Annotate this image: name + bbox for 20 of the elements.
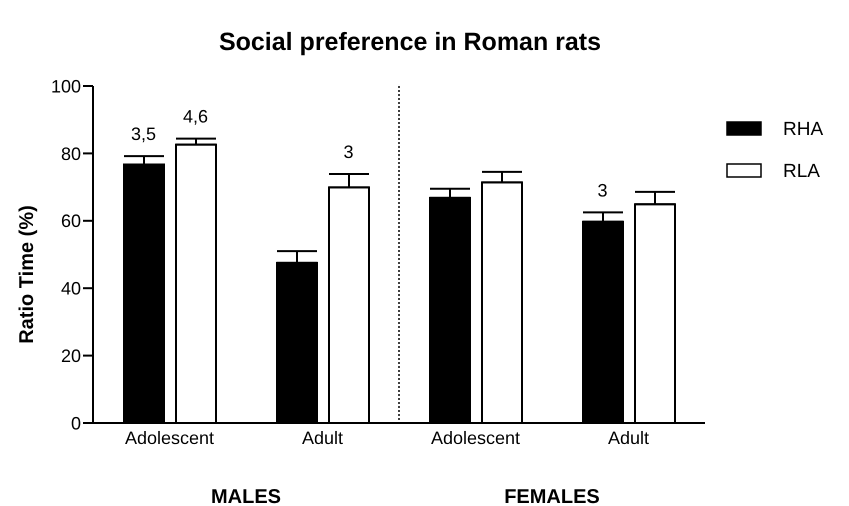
x-tick-label: Adolescent — [124, 428, 214, 448]
text: FEMALES — [504, 486, 600, 506]
y-axis-title: Ratio Time (%) — [16, 205, 38, 344]
legend-label: RLA — [783, 161, 820, 182]
annotation: 4,6 — [182, 106, 208, 127]
annotation: 3,5 — [130, 124, 156, 144]
chart-title: Social preference in Roman rats — [218, 28, 602, 56]
x-tick-label: Adult — [302, 428, 344, 448]
legend-label: RHA — [783, 119, 824, 140]
y-tick-label: 100 — [50, 76, 81, 96]
y-tick-label: 20 — [60, 346, 81, 366]
x-tick-label: Adult — [608, 428, 650, 448]
y-tick-label: 0 — [70, 413, 81, 434]
text: MALES — [211, 486, 281, 506]
y-tick-label: 80 — [60, 144, 81, 164]
annotation: 3 — [343, 142, 354, 162]
annotation: 3 — [597, 180, 608, 200]
x-tick-label: Adolescent — [430, 428, 520, 448]
y-tick-label: 40 — [60, 278, 81, 299]
y-tick-label: 60 — [60, 211, 81, 232]
